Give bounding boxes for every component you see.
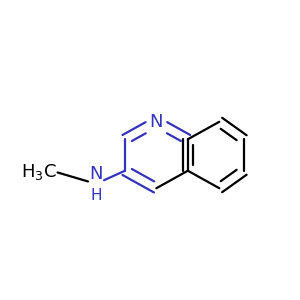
Text: N: N — [150, 113, 163, 131]
Text: N: N — [89, 165, 103, 183]
Text: H: H — [90, 188, 102, 203]
Text: H$_3$C: H$_3$C — [21, 163, 57, 182]
